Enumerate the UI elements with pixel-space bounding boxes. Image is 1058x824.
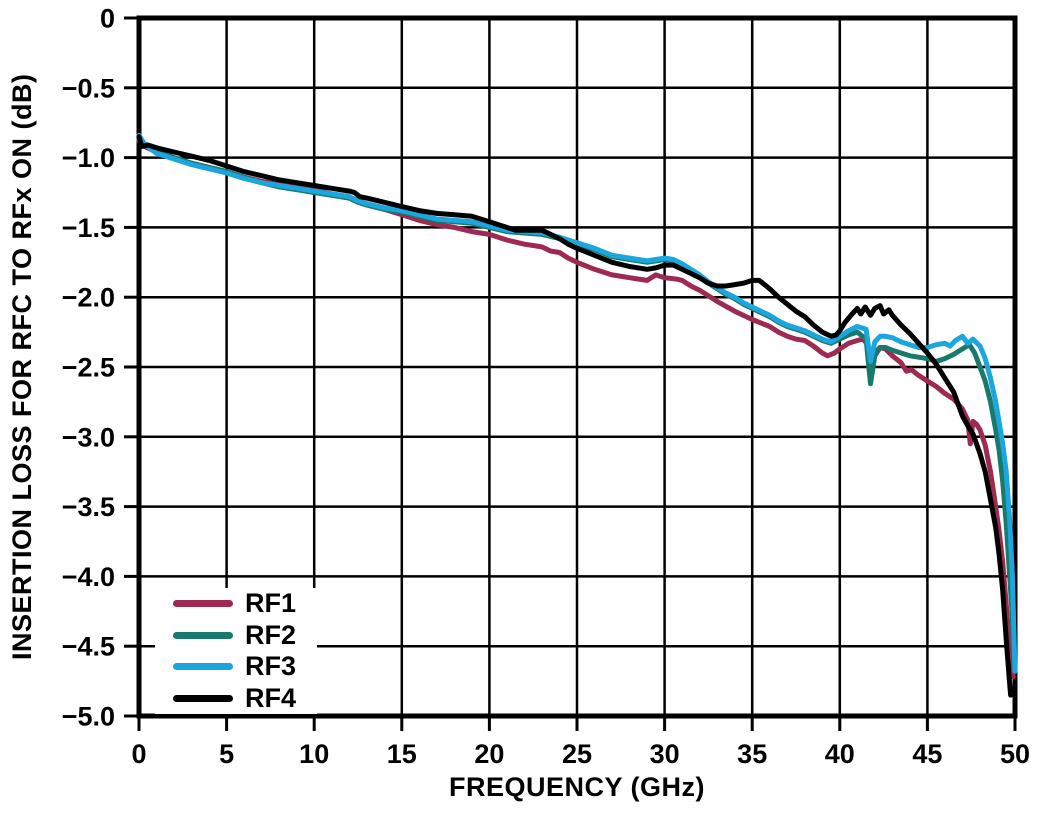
legend-label-rf4: RF4 <box>245 682 297 713</box>
legend-label-rf3: RF3 <box>245 651 297 682</box>
legend-item-rf2: RF2 <box>155 621 317 650</box>
legend-item-rf1: RF1 <box>155 589 317 618</box>
y-tick-label--2: −2.0 <box>62 283 115 313</box>
y-tick-label--5: −5.0 <box>62 702 115 732</box>
y-tick-label--1: −1.0 <box>62 143 115 173</box>
legend-label-rf1: RF1 <box>245 588 297 619</box>
legend-item-rf4: RF4 <box>155 684 317 713</box>
series-rf4-line <box>136 134 1014 698</box>
y-axis-title: INSERTION LOSS FOR RFC TO RFx ON (dB) <box>7 73 37 661</box>
y-tick-label--2.5: −2.5 <box>62 353 115 383</box>
legend-swatch-rf2 <box>173 631 233 639</box>
legend-label-rf2: RF2 <box>245 619 297 650</box>
legend-swatch-rf3 <box>173 663 233 671</box>
x-tick-label-30: 30 <box>650 739 680 769</box>
x-tick-label-50: 50 <box>1000 739 1030 769</box>
y-tick-label--1.5: −1.5 <box>62 213 115 243</box>
x-axis-title: FREQUENCY (GHz) <box>448 772 705 802</box>
y-tick-label--0.5: −0.5 <box>62 73 115 103</box>
series-rf3-line <box>136 132 1018 674</box>
x-tick-label-5: 5 <box>219 739 234 769</box>
y-tick-label--4.5: −4.5 <box>62 632 115 662</box>
x-tick-label-0: 0 <box>131 739 146 769</box>
legend-item-rf3: RF3 <box>155 652 317 681</box>
x-tick-label-20: 20 <box>474 739 504 769</box>
x-tick-label-40: 40 <box>825 739 855 769</box>
y-tick-label--3: −3.0 <box>62 422 115 452</box>
legend: RF1 RF2 RF3 RF4 <box>155 588 317 714</box>
x-tick-label-10: 10 <box>299 739 329 769</box>
x-tick-label-15: 15 <box>387 739 417 769</box>
x-tick-label-35: 35 <box>737 739 767 769</box>
legend-swatch-rf4 <box>173 694 233 702</box>
y-tick-label--3.5: −3.5 <box>62 492 115 522</box>
x-tick-label-25: 25 <box>562 739 592 769</box>
x-tick-label-45: 45 <box>912 739 942 769</box>
legend-swatch-rf1 <box>173 600 233 608</box>
y-tick-label--4: −4.0 <box>62 562 115 592</box>
plot-frame <box>136 15 1018 719</box>
y-tick-label-0: 0 <box>100 4 115 34</box>
